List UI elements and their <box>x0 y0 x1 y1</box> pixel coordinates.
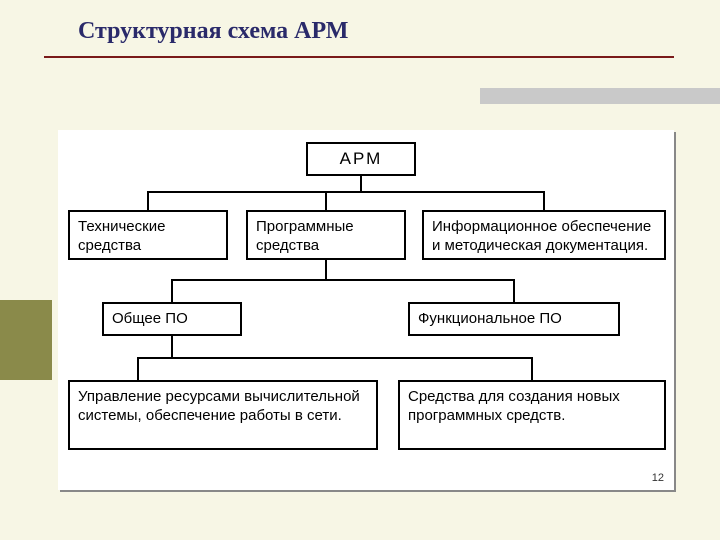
node-tech: Технические средства <box>68 210 228 260</box>
node-tools: Средства для создания новых программных … <box>398 380 666 450</box>
node-resmgmt: Управление ресурсами вычис­лительной сис… <box>68 380 378 450</box>
node-func: Функциональное ПО <box>408 302 620 336</box>
node-prog: Программные средства <box>246 210 406 260</box>
node-arm: АРМ <box>306 142 416 176</box>
page-title: Структурная схема АРМ <box>78 18 348 45</box>
node-info: Информационное обеспечение и методическа… <box>422 210 666 260</box>
page-number: 12 <box>652 472 664 484</box>
decor-olive-block <box>0 300 52 380</box>
title-underline <box>44 56 674 58</box>
diagram-container: 12 АРМ Технические средства Программные ср… <box>58 130 674 490</box>
node-common: Общее ПО <box>102 302 242 336</box>
decor-grey-bar <box>480 88 720 104</box>
